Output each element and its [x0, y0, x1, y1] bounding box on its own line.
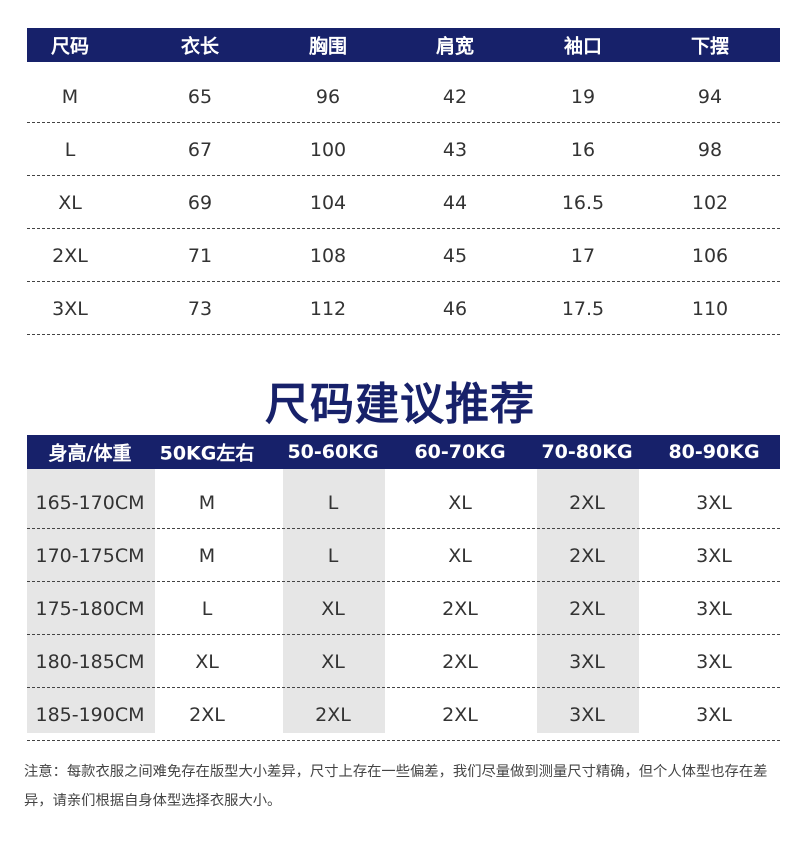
recommend-header-cell: 50-60KG [287, 441, 379, 463]
size-cell: 67 [187, 139, 213, 161]
size-cell: XL [58, 192, 82, 214]
size-cell: 45 [442, 245, 468, 267]
recommend-cell: 2XL [569, 545, 605, 567]
recommend-cell: XL [448, 492, 472, 514]
size-header-cell: 衣长 [180, 35, 220, 58]
recommend-cell: 180-185CM [35, 651, 145, 673]
recommend-cell: XL [195, 651, 219, 673]
recommend-cell: L [327, 492, 339, 514]
stripe [27, 469, 155, 733]
size-cell: 16 [570, 139, 596, 161]
size-header-cell: 下摆 [690, 35, 730, 58]
size-cell: 65 [187, 86, 213, 108]
recommend-cell: 2XL [569, 598, 605, 620]
size-cell: 110 [691, 298, 729, 320]
recommend-header-cell: 60-70KG [414, 441, 506, 463]
size-header-cell: 胸围 [308, 35, 348, 58]
recommend-header-bar [27, 435, 780, 469]
size-cell: 69 [187, 192, 213, 214]
row-divider [27, 175, 780, 176]
recommend-title: 尺码建议推荐 [265, 379, 535, 430]
recommend-header-cell: 50KG左右 [159, 442, 255, 465]
recommend-cell: 3XL [696, 704, 732, 726]
row-divider [27, 687, 780, 688]
recommend-cell: XL [448, 545, 472, 567]
recommend-cell: 165-170CM [35, 492, 145, 514]
recommend-cell: 2XL [442, 704, 478, 726]
stripe [283, 469, 385, 733]
size-cell: 2XL [52, 245, 88, 267]
row-divider [27, 634, 780, 635]
recommend-cell: XL [321, 651, 345, 673]
note: 注意：每款衣服之间难免存在版型大小差异，尺寸上存在一些偏差，我们尽量做到测量尺寸… [24, 764, 768, 809]
size-cell: 42 [442, 86, 468, 108]
size-cell: 46 [442, 298, 468, 320]
size-cell: 100 [309, 139, 347, 161]
size-header-bar [27, 28, 780, 62]
row-divider [27, 334, 780, 335]
size-cell: 17 [570, 245, 596, 267]
size-cell: 106 [691, 245, 729, 267]
size-header-cell: 尺码 [50, 35, 90, 58]
size-cell: 73 [187, 298, 213, 320]
recommend-cell: 170-175CM [35, 545, 145, 567]
size-cell: 112 [309, 298, 347, 320]
recommend-cell: 3XL [569, 704, 605, 726]
size-cell: 102 [691, 192, 729, 214]
recommend-cell: 3XL [696, 651, 732, 673]
recommend-cell: 3XL [696, 545, 732, 567]
recommend-cell: XL [321, 598, 345, 620]
row-divider [27, 581, 780, 582]
recommend-cell: L [201, 598, 213, 620]
row-divider [27, 528, 780, 529]
recommend-cell: 2XL [442, 598, 478, 620]
recommend-cell: 2XL [442, 651, 478, 673]
size-cell: 71 [187, 245, 213, 267]
recommend-cell: 175-180CM [35, 598, 145, 620]
row-divider [27, 228, 780, 229]
size-header-cell: 袖口 [563, 35, 603, 58]
size-cell: 17.5 [561, 298, 605, 320]
recommend-header-cell: 身高/体重 [48, 442, 132, 465]
row-divider [27, 281, 780, 282]
recommend-cell: 2XL [189, 704, 225, 726]
recommend-cell: 185-190CM [35, 704, 145, 726]
size-cell: 104 [309, 192, 347, 214]
size-cell: L [64, 139, 76, 161]
recommend-cell: L [327, 545, 339, 567]
size-cell: 94 [697, 86, 723, 108]
size-cell: M [61, 86, 79, 108]
recommend-cell: 3XL [569, 651, 605, 673]
size-cell: 3XL [52, 298, 88, 320]
size-cell: 44 [442, 192, 468, 214]
row-divider [27, 740, 780, 741]
recommend-cell: M [198, 545, 216, 567]
size-cell: 16.5 [561, 192, 605, 214]
recommend-cell: 3XL [696, 492, 732, 514]
recommend-cell: 2XL [315, 704, 351, 726]
recommend-header-cell: 70-80KG [541, 441, 633, 463]
row-divider [27, 122, 780, 123]
size-cell: 19 [570, 86, 596, 108]
size-cell: 43 [442, 139, 468, 161]
size-cell: 98 [697, 139, 723, 161]
size-header-cell: 肩宽 [435, 35, 475, 58]
size-cell: 108 [309, 245, 347, 267]
recommend-cell: 2XL [569, 492, 605, 514]
recommend-cell: 3XL [696, 598, 732, 620]
stripe [537, 469, 639, 733]
recommend-header-cell: 80-90KG [668, 441, 760, 463]
size-cell: 96 [315, 86, 341, 108]
recommend-cell: M [198, 492, 216, 514]
